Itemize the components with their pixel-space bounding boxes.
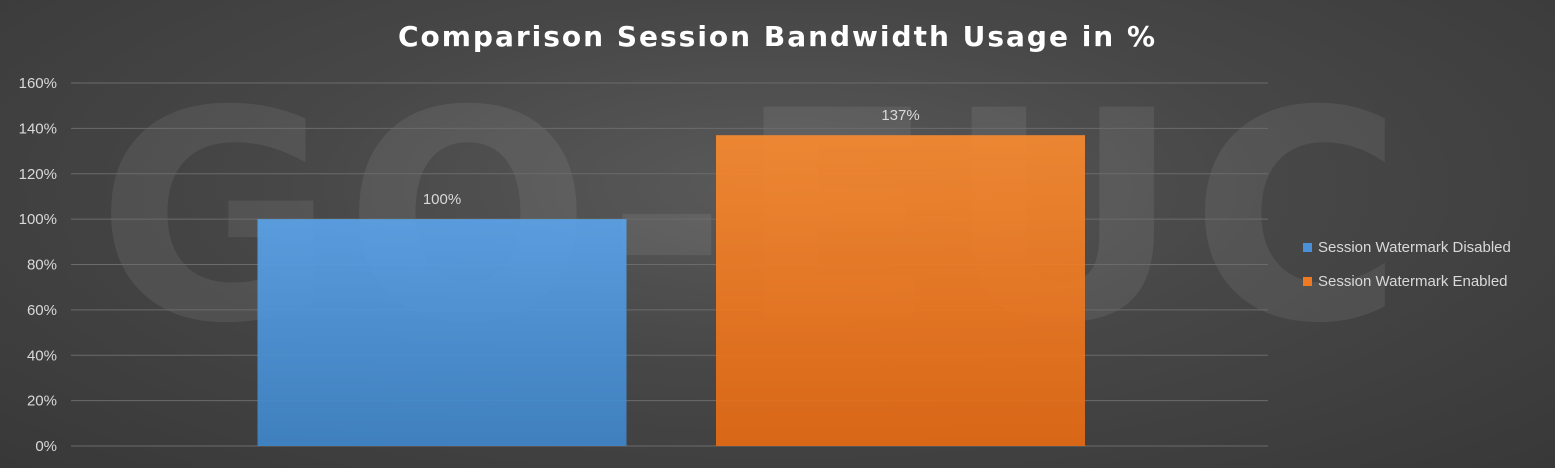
y-axis-ticks: 0% 20% 40% 60% 80% 100% 120% 140% 160% [19,75,57,455]
chart-title: Comparison Session Bandwidth Usage in % [397,20,1158,53]
legend-label-disabled: Session Watermark Disabled [1318,238,1511,256]
legend-item-enabled: Session Watermark Enabled [1303,270,1511,292]
legend: Session Watermark Disabled Session Water… [1303,236,1511,304]
y-tick-label: 120% [19,166,57,183]
bar-disabled [257,219,627,446]
y-tick-label: 80% [27,257,57,274]
y-tick-label: 20% [27,393,57,410]
y-tick-label: 0% [35,438,57,455]
legend-label-enabled: Session Watermark Enabled [1318,272,1508,290]
y-tick-label: 160% [19,75,57,92]
y-tick-label: 140% [19,120,57,137]
y-tick-label: 40% [27,347,57,364]
legend-swatch-enabled [1303,276,1312,286]
data-labels: 100% 137% [423,107,920,208]
data-label: 137% [881,107,919,124]
y-tick-label: 100% [19,211,57,228]
y-tick-label: 60% [27,302,57,319]
data-label: 100% [423,191,461,208]
bars [257,135,1085,446]
legend-item-disabled: Session Watermark Disabled [1303,236,1511,258]
bar-enabled [716,135,1085,446]
legend-swatch-disabled [1303,242,1312,252]
